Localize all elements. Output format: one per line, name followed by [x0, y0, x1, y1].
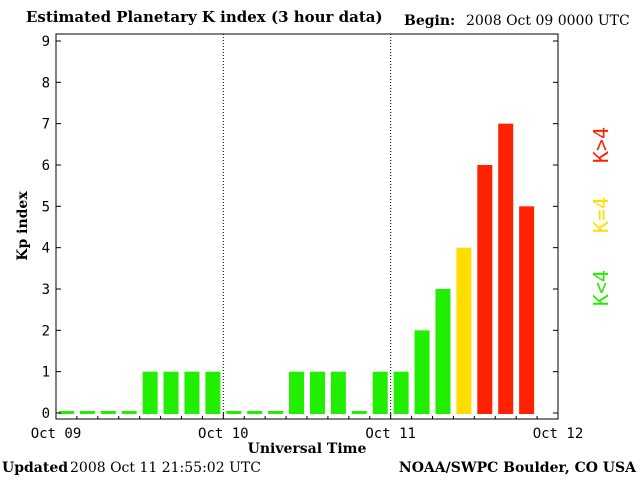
kp-bar — [268, 411, 284, 414]
updated-value: 2008 Oct 11 21:55:02 UTC — [70, 460, 261, 476]
kp-bar — [226, 411, 242, 414]
legend-label: K>4 — [589, 127, 613, 163]
y-axis: 0 1 2 3 4 5 6 7 8 9 — [42, 34, 558, 422]
y-tick-label: 8 — [42, 75, 50, 91]
x-tick-label: Oct 09 — [31, 426, 82, 442]
kp-bar — [351, 411, 367, 414]
begin-label: Begin: — [404, 13, 456, 29]
kp-bar — [393, 371, 409, 414]
y-axis-title: Kp index — [15, 191, 31, 261]
y-tick-label: 1 — [42, 365, 50, 381]
y-tick-label: 5 — [42, 199, 50, 215]
x-axis-title: Universal Time — [248, 441, 367, 457]
kp-bar — [372, 371, 388, 414]
kp-bar — [309, 371, 325, 414]
x-tick-label: Oct 12 — [533, 426, 584, 442]
kp-bar — [414, 330, 430, 414]
y-tick-label: 0 — [42, 406, 50, 422]
y-tick-label: 9 — [42, 34, 50, 50]
kp-bar — [435, 289, 451, 414]
bars — [58, 123, 535, 415]
x-axis: Oct 09 Oct 10 Oct 11 Oct 12 — [31, 413, 584, 442]
kp-bar — [205, 371, 221, 414]
day-separators — [222, 34, 392, 419]
source-credit: NOAA/SWPC Boulder, CO USA — [398, 460, 636, 476]
kp-bar — [79, 411, 95, 414]
legend-label: K<4 — [589, 270, 613, 306]
y-tick-label: 7 — [42, 117, 50, 133]
kp-bar — [163, 371, 179, 414]
x-tick-label: Oct 10 — [198, 426, 249, 442]
chart-title: Estimated Planetary K index (3 hour data… — [26, 8, 383, 26]
updated-label: Updated — [2, 460, 69, 476]
kp-bar — [477, 165, 493, 414]
kp-bar — [121, 411, 137, 414]
x-tick-label: Oct 11 — [365, 426, 416, 442]
kp-bar — [289, 371, 305, 414]
y-tick-label: 4 — [42, 241, 50, 257]
kp-bar — [456, 247, 472, 414]
begin-value: 2008 Oct 09 0000 UTC — [466, 13, 630, 29]
y-tick-label: 3 — [42, 282, 50, 298]
kp-bar — [184, 371, 200, 414]
kp-bar — [247, 411, 263, 414]
kp-bar — [142, 371, 158, 414]
kp-bar — [519, 206, 535, 414]
y-tick-label: 6 — [42, 158, 50, 174]
y-tick-label: 2 — [42, 323, 50, 339]
kp-bar — [498, 123, 514, 415]
legend: K<4 K=4 K>4 — [589, 127, 613, 306]
kp-bar — [58, 411, 74, 414]
kp-bar — [330, 371, 346, 414]
legend-label: K=4 — [589, 197, 613, 233]
kp-bar — [100, 411, 116, 414]
